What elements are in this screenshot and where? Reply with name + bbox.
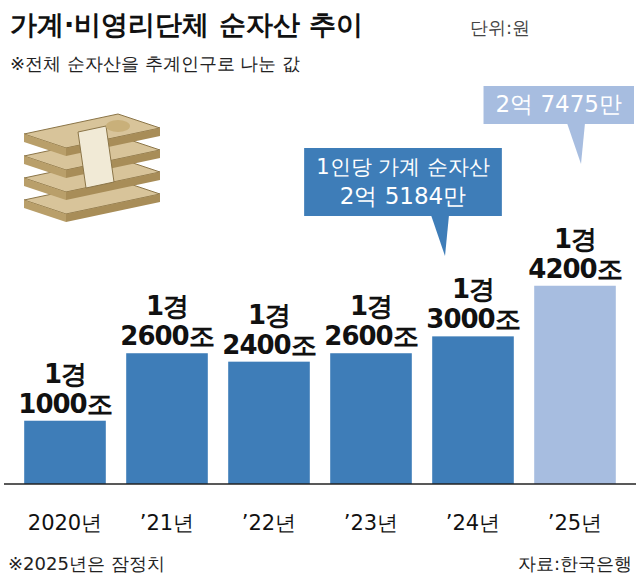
category-label: ’24년 [446,511,500,535]
category-label: ’25년 [548,511,602,535]
data-label-line: 2600조 [324,321,417,351]
callout: 1인당 가계 순자산 2억 5184만 [304,148,502,256]
band [78,126,114,188]
callout-text: 1인당 가계 순자산 [316,155,490,179]
callout-box [304,148,502,216]
data-label: 1경3000조 [426,274,519,334]
bar [228,362,310,484]
data-label-line: 1경 [554,224,596,254]
baseline [4,483,636,485]
callout: 2억 7475만 [484,86,634,164]
data-label-line: 1000조 [18,389,111,419]
bar [330,353,412,484]
callout-box [484,86,634,124]
bar [534,286,616,484]
unit: 단위:원 [470,17,530,38]
callout-tail [567,123,585,164]
data-label: 1경2600조 [120,291,213,351]
data-label-line: 2600조 [120,321,213,351]
data-label-line: 3000조 [426,304,519,334]
data-label-line: 1경 [452,274,494,304]
data-label-line: 1경 [350,291,392,321]
data-label-line: 1경 [44,359,86,389]
data-label-line: 1경 [248,300,290,330]
category-label: ’21년 [140,511,194,535]
bar [24,421,106,484]
title: 가계·비영리단체 순자산 추이 [10,9,363,40]
data-label-line: 4200조 [528,254,621,284]
subtitle: ※전체 순자산을 추계인구로 나눈 값 [10,53,300,74]
money-icon [24,114,160,222]
bill-side [66,194,160,222]
category-label: ’23년 [344,511,398,535]
background [0,0,640,583]
data-label-line: 1경 [146,291,188,321]
bill-side [24,178,66,200]
category-label: ’22년 [242,511,296,535]
bar [432,336,514,484]
bill-side [24,134,66,156]
data-label: 1경2600조 [324,291,417,351]
chart: 가계·비영리단체 순자산 추이 단위:원 ※전체 순자산을 추계인구로 나눈 값 1경… [0,0,640,583]
source: 자료:한국은행 [518,553,632,574]
data-label: 1경1000조 [18,359,111,419]
bill-side [24,156,66,178]
callout-text: 2억 5184만 [340,183,466,209]
data-label: 1경4200조 [528,224,621,284]
portrait [106,120,130,132]
callout-tail [431,215,449,256]
data-label: 1경2400조 [222,300,315,360]
bar [126,353,208,484]
data-label-line: 2400조 [222,330,315,360]
note: ※2025년은 잠정치 [8,553,165,574]
bill-side [24,200,66,222]
category-label: 2020년 [28,511,102,535]
bars [24,286,616,484]
callout-text: 2억 7475만 [496,91,622,117]
